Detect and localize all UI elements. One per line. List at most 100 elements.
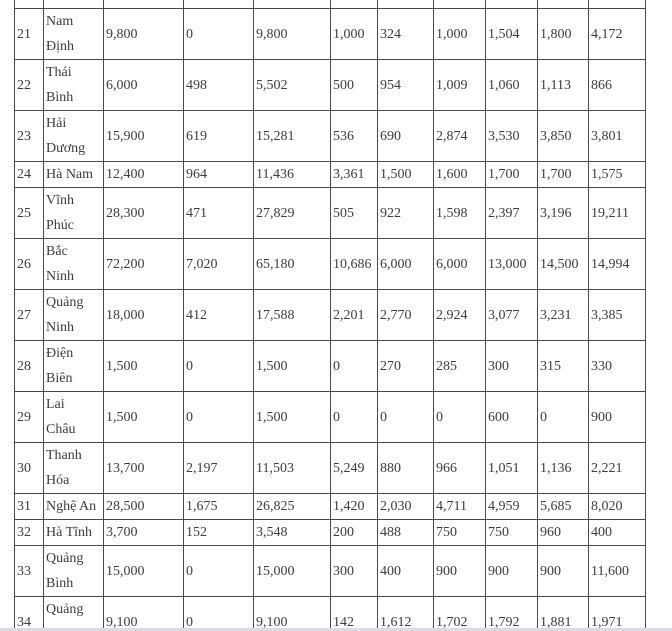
value-cell: 10,686 xyxy=(330,238,378,290)
value-cell: 2,201 xyxy=(330,289,378,341)
value-cell: 960 xyxy=(537,519,589,546)
row-index-cell: 25 xyxy=(14,187,44,239)
row-index-cell: 24 xyxy=(14,161,44,188)
value-cell: 0 xyxy=(183,340,254,392)
value-cell: 6,000 xyxy=(103,59,184,111)
value-cell: 1,702 xyxy=(433,596,486,631)
value-cell: 4,172 xyxy=(588,8,646,60)
value-cell: 28,300 xyxy=(103,187,184,239)
table-row: 32 Hà Tĩnh 3,700 152 3,548 200 488 750 7… xyxy=(14,519,646,546)
value-cell: 2,221 xyxy=(588,442,646,494)
value-cell: 0 xyxy=(183,8,254,60)
value-cell: 1,971 xyxy=(588,596,646,631)
value-cell: 11,600 xyxy=(588,545,646,597)
table-row: 27 Quảng Ninh 18,000 412 17,588 2,201 2,… xyxy=(14,289,646,341)
value-cell: 880 xyxy=(377,442,434,494)
value-cell: 1,500 xyxy=(253,340,331,392)
value-cell: 0 xyxy=(183,545,254,597)
value-cell: 1,800 xyxy=(537,8,589,60)
value-cell: 1,500 xyxy=(103,391,184,443)
value-cell: 14,994 xyxy=(588,238,646,290)
value-cell: 200 xyxy=(330,519,378,546)
value-cell: 142 xyxy=(330,596,378,631)
cropped-row-above xyxy=(14,0,646,9)
value-cell: 1,675 xyxy=(183,493,254,520)
value-cell: 3,548 xyxy=(253,519,331,546)
value-cell: 28,500 xyxy=(103,493,184,520)
value-cell: 1,598 xyxy=(433,187,486,239)
value-cell: 1,700 xyxy=(537,161,589,188)
value-cell: 498 xyxy=(183,59,254,111)
row-index-cell: 28 xyxy=(14,340,44,392)
value-cell: 505 xyxy=(330,187,378,239)
value-cell: 1,060 xyxy=(485,59,538,111)
value-cell: 471 xyxy=(183,187,254,239)
table-cell xyxy=(330,0,378,9)
value-cell: 0 xyxy=(377,391,434,443)
value-cell: 750 xyxy=(485,519,538,546)
value-cell: 11,436 xyxy=(253,161,331,188)
value-cell: 3,530 xyxy=(485,110,538,162)
value-cell: 13,000 xyxy=(485,238,538,290)
value-cell: 866 xyxy=(588,59,646,111)
value-cell: 400 xyxy=(588,519,646,546)
province-cell: Bắc Ninh xyxy=(43,238,104,290)
value-cell: 900 xyxy=(433,545,486,597)
province-cell: Thái Bình xyxy=(43,59,104,111)
table-row: 28 Điện Biên 1,500 0 1,500 0 270 285 300… xyxy=(14,340,646,392)
table-row: 21 Nam Định 9,800 0 9,800 1,000 324 1,00… xyxy=(14,8,646,60)
province-cell: Hải Dương xyxy=(43,110,104,162)
value-cell: 9,100 xyxy=(253,596,331,631)
value-cell: 12,400 xyxy=(103,161,184,188)
value-cell: 3,801 xyxy=(588,110,646,162)
value-cell: 1,000 xyxy=(433,8,486,60)
row-index-cell: 21 xyxy=(14,8,44,60)
value-cell: 5,685 xyxy=(537,493,589,520)
value-cell: 330 xyxy=(588,340,646,392)
value-cell: 1,500 xyxy=(377,161,434,188)
value-cell: 900 xyxy=(485,545,538,597)
value-cell: 324 xyxy=(377,8,434,60)
value-cell: 964 xyxy=(183,161,254,188)
table-row: 31 Nghệ An 28,500 1,675 26,825 1,420 2,0… xyxy=(14,493,646,520)
row-index-cell: 32 xyxy=(14,519,44,546)
value-cell: 1,000 xyxy=(330,8,378,60)
value-cell: 900 xyxy=(588,391,646,443)
value-cell: 8,020 xyxy=(588,493,646,520)
value-cell: 26,825 xyxy=(253,493,331,520)
table-row: 34 Quảng Trị 9,100 0 9,100 142 1,612 1,7… xyxy=(14,596,646,631)
table-row: 33 Quảng Bình 15,000 0 15,000 300 400 90… xyxy=(14,545,646,597)
value-cell: 3,196 xyxy=(537,187,589,239)
value-cell: 15,900 xyxy=(103,110,184,162)
value-cell: 17,588 xyxy=(253,289,331,341)
value-cell: 1,009 xyxy=(433,59,486,111)
value-cell: 5,502 xyxy=(253,59,331,111)
value-cell: 954 xyxy=(377,59,434,111)
value-cell: 3,077 xyxy=(485,289,538,341)
value-cell: 2,924 xyxy=(433,289,486,341)
value-cell: 1,504 xyxy=(485,8,538,60)
value-cell: 0 xyxy=(330,391,378,443)
value-cell: 6,000 xyxy=(433,238,486,290)
value-cell: 1,500 xyxy=(253,391,331,443)
value-cell: 0 xyxy=(330,340,378,392)
table-cell xyxy=(588,0,646,9)
value-cell: 300 xyxy=(485,340,538,392)
value-cell: 4,711 xyxy=(433,493,486,520)
table-row: 26 Bắc Ninh 72,200 7,020 65,180 10,686 6… xyxy=(14,238,646,290)
value-cell: 315 xyxy=(537,340,589,392)
province-cell: Quảng Bình xyxy=(43,545,104,597)
value-cell: 1,600 xyxy=(433,161,486,188)
table-cell xyxy=(253,0,331,9)
value-cell: 2,030 xyxy=(377,493,434,520)
row-index-cell: 33 xyxy=(14,545,44,597)
province-cell: Lai Châu xyxy=(43,391,104,443)
row-index-cell: 30 xyxy=(14,442,44,494)
value-cell: 1,051 xyxy=(485,442,538,494)
value-cell: 1,575 xyxy=(588,161,646,188)
table-body: 21 Nam Định 9,800 0 9,800 1,000 324 1,00… xyxy=(14,0,646,631)
value-cell: 1,700 xyxy=(485,161,538,188)
value-cell: 9,100 xyxy=(103,596,184,631)
value-cell: 1,136 xyxy=(537,442,589,494)
value-cell: 900 xyxy=(537,545,589,597)
